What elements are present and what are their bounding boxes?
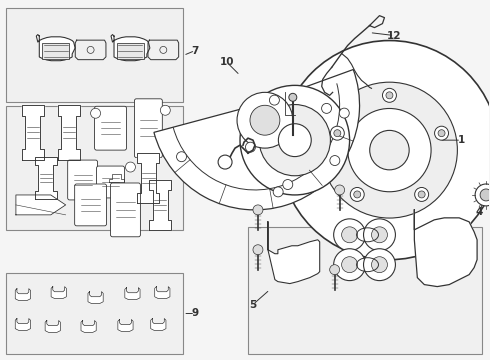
Circle shape bbox=[330, 156, 340, 166]
Circle shape bbox=[418, 191, 425, 198]
Polygon shape bbox=[81, 320, 96, 332]
Polygon shape bbox=[155, 287, 170, 298]
Text: 10: 10 bbox=[220, 58, 234, 67]
Circle shape bbox=[160, 105, 171, 115]
Bar bbox=[6, 273, 183, 354]
Text: 1: 1 bbox=[458, 135, 465, 145]
Circle shape bbox=[280, 41, 490, 260]
Circle shape bbox=[438, 130, 445, 137]
Polygon shape bbox=[58, 105, 80, 159]
Circle shape bbox=[91, 108, 100, 118]
Polygon shape bbox=[35, 157, 57, 199]
Circle shape bbox=[339, 108, 349, 118]
Text: 4: 4 bbox=[475, 207, 483, 217]
Polygon shape bbox=[137, 153, 159, 203]
Circle shape bbox=[386, 92, 393, 99]
Circle shape bbox=[435, 126, 448, 140]
Polygon shape bbox=[51, 287, 66, 298]
Circle shape bbox=[289, 93, 297, 101]
Bar bbox=[6, 106, 183, 230]
Circle shape bbox=[240, 85, 349, 195]
Circle shape bbox=[334, 219, 366, 251]
Text: 7: 7 bbox=[192, 45, 199, 55]
Bar bbox=[248, 227, 482, 354]
Circle shape bbox=[273, 187, 283, 197]
Circle shape bbox=[383, 88, 396, 102]
Circle shape bbox=[364, 219, 395, 251]
Polygon shape bbox=[45, 320, 60, 332]
Text: 9: 9 bbox=[192, 309, 199, 319]
Circle shape bbox=[321, 103, 332, 113]
Polygon shape bbox=[15, 289, 30, 301]
Polygon shape bbox=[268, 222, 319, 284]
FancyBboxPatch shape bbox=[134, 99, 162, 158]
Text: 12: 12 bbox=[387, 31, 402, 41]
Circle shape bbox=[176, 152, 187, 162]
FancyBboxPatch shape bbox=[74, 184, 106, 226]
Circle shape bbox=[330, 265, 340, 275]
Circle shape bbox=[370, 130, 409, 170]
Circle shape bbox=[245, 142, 255, 152]
Bar bbox=[42, 43, 69, 59]
Circle shape bbox=[342, 257, 358, 273]
Circle shape bbox=[259, 104, 330, 176]
Text: 8: 8 bbox=[192, 175, 199, 185]
Polygon shape bbox=[88, 292, 103, 303]
Polygon shape bbox=[16, 195, 66, 215]
FancyBboxPatch shape bbox=[97, 166, 124, 198]
Text: 5: 5 bbox=[249, 300, 257, 310]
FancyBboxPatch shape bbox=[68, 160, 98, 200]
Circle shape bbox=[364, 249, 395, 280]
Circle shape bbox=[218, 155, 232, 169]
Circle shape bbox=[348, 108, 431, 192]
Circle shape bbox=[334, 249, 366, 280]
Bar bbox=[117, 43, 144, 59]
FancyBboxPatch shape bbox=[95, 106, 126, 150]
Circle shape bbox=[342, 227, 358, 243]
Polygon shape bbox=[151, 319, 166, 330]
Circle shape bbox=[283, 180, 293, 189]
Text: 6: 6 bbox=[426, 267, 433, 276]
Circle shape bbox=[475, 184, 490, 206]
Polygon shape bbox=[22, 105, 44, 159]
Circle shape bbox=[237, 92, 293, 148]
Circle shape bbox=[270, 95, 279, 105]
Polygon shape bbox=[36, 35, 75, 61]
FancyBboxPatch shape bbox=[111, 183, 141, 237]
Text: 2: 2 bbox=[296, 187, 303, 197]
Circle shape bbox=[354, 191, 361, 198]
Wedge shape bbox=[154, 69, 360, 210]
Bar bbox=[6, 8, 183, 102]
Circle shape bbox=[480, 189, 490, 201]
Circle shape bbox=[253, 245, 263, 255]
Circle shape bbox=[350, 188, 364, 201]
Polygon shape bbox=[149, 180, 171, 230]
Circle shape bbox=[250, 105, 280, 135]
Polygon shape bbox=[15, 319, 30, 330]
Circle shape bbox=[334, 130, 341, 137]
Polygon shape bbox=[118, 320, 133, 331]
Circle shape bbox=[335, 185, 344, 195]
Circle shape bbox=[278, 124, 311, 157]
Circle shape bbox=[371, 227, 388, 243]
Polygon shape bbox=[415, 210, 477, 287]
Text: 11: 11 bbox=[215, 143, 229, 153]
Circle shape bbox=[125, 162, 135, 172]
Text: 3: 3 bbox=[281, 90, 289, 100]
Circle shape bbox=[371, 257, 388, 273]
Polygon shape bbox=[108, 174, 124, 182]
Polygon shape bbox=[125, 288, 140, 300]
Circle shape bbox=[321, 82, 457, 218]
Circle shape bbox=[415, 188, 429, 201]
Polygon shape bbox=[111, 35, 150, 61]
Circle shape bbox=[253, 205, 263, 215]
Circle shape bbox=[330, 126, 344, 140]
